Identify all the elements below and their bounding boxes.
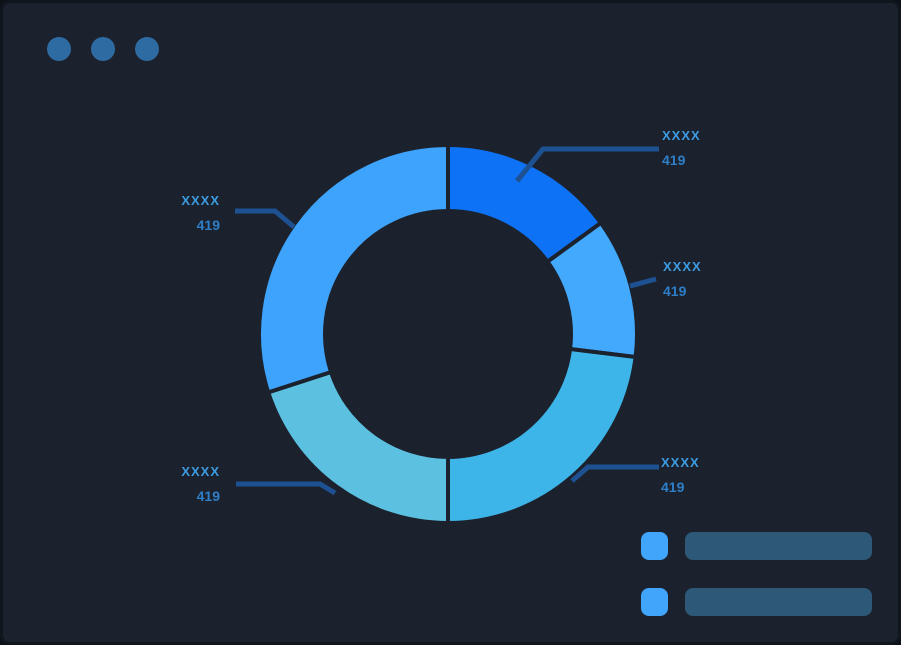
chart-legend — [641, 532, 872, 642]
callout-connector-line — [236, 481, 337, 496]
segment-value: 419 — [662, 152, 686, 168]
segment-label: XXXX — [663, 259, 702, 274]
segment-value: 419 — [196, 217, 220, 233]
window-titlebar — [3, 3, 898, 83]
segment-value: 419 — [663, 283, 687, 299]
segment-value: 419 — [196, 488, 220, 504]
window-dot[interactable] — [135, 37, 159, 61]
legend-swatch — [641, 532, 668, 560]
chart-callout-right: XXXX 419 — [663, 260, 702, 299]
chart-callout-bottom-right: XXXX 419 — [661, 456, 700, 495]
legend-label-bar — [685, 588, 872, 616]
segment-value: 419 — [661, 479, 685, 495]
legend-label-bar — [685, 532, 872, 560]
donut-segment-left[interactable] — [257, 142, 450, 395]
chart-callout-top-right: XXXX 419 — [662, 129, 701, 168]
legend-item[interactable] — [641, 588, 872, 616]
segment-label: XXXX — [181, 464, 220, 479]
chart-callout-left: XXXX 419 — [181, 194, 220, 233]
callout-connector-line — [235, 208, 296, 229]
donut-segment-bottom-right[interactable] — [446, 346, 638, 526]
window-dot[interactable] — [91, 37, 115, 61]
window-dot[interactable] — [47, 37, 71, 61]
legend-item[interactable] — [641, 532, 872, 560]
segment-label: XXXX — [181, 193, 220, 208]
callout-connector-line — [629, 276, 657, 289]
donut-chart-svg — [235, 142, 659, 526]
legend-swatch — [641, 588, 668, 616]
callout-connector-line — [515, 146, 659, 183]
donut-segment-bottom-left[interactable] — [265, 369, 450, 526]
segment-label: XXXX — [661, 455, 700, 470]
chart-callout-bottom-left: XXXX 419 — [181, 465, 220, 504]
callout-connector-line — [570, 464, 659, 483]
segment-label: XXXX — [662, 128, 701, 143]
